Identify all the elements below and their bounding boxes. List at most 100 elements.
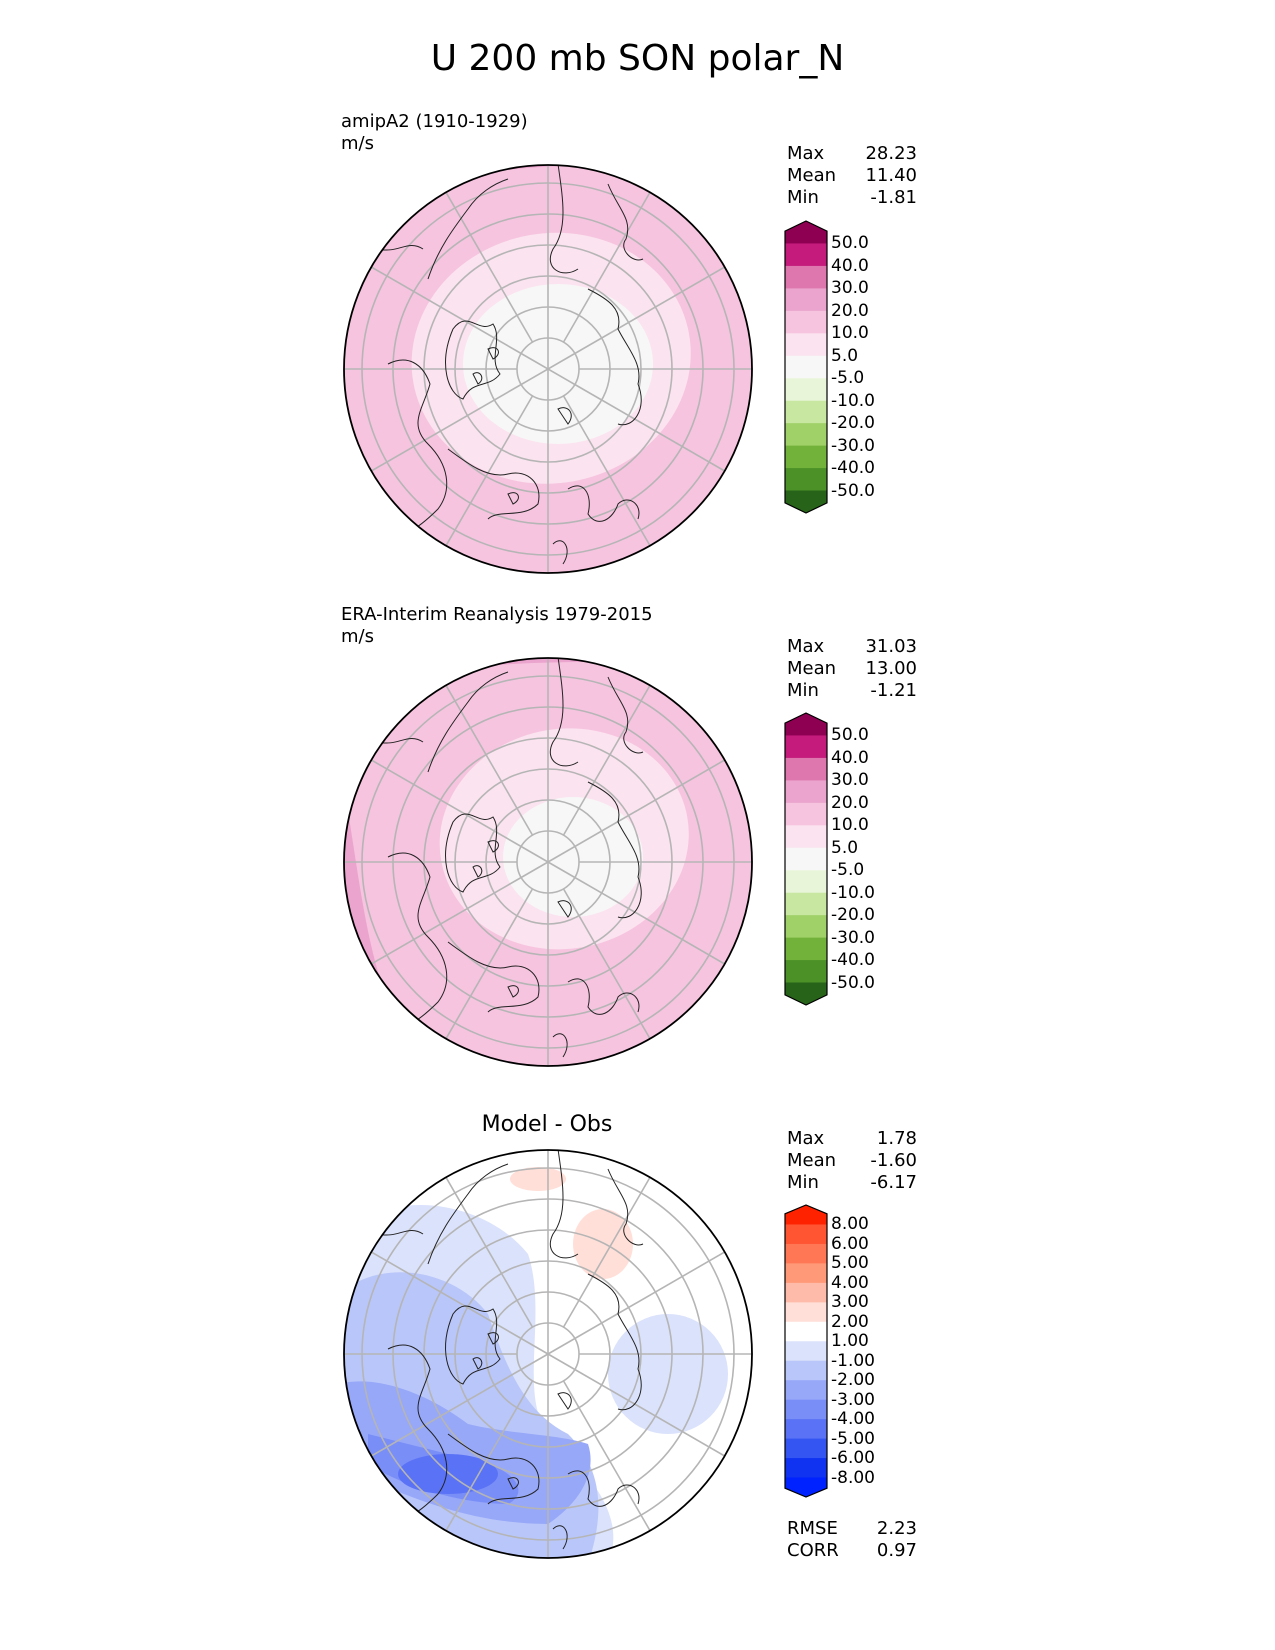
panel-1-stats: Max 28.23 Mean 11.40 Min -1.81 [787, 143, 917, 209]
stat-row: RMSE 2.23 [787, 1518, 917, 1540]
stat-name: CORR [787, 1540, 839, 1561]
coastline [557, 407, 572, 425]
colorbar-cell [785, 490, 827, 513]
stat-row: CORR 0.97 [787, 1540, 917, 1562]
stat-row: Max 31.03 [787, 636, 917, 658]
stat-value: -1.21 [870, 680, 917, 701]
coastline [377, 359, 448, 536]
colorbar-tick-label: -5.0 [831, 368, 865, 389]
panel-3-title: Model - Obs [481, 1112, 613, 1137]
stat-name: Mean [787, 165, 837, 186]
colorbar-tick-label: -5.00 [831, 1428, 875, 1449]
coastline [487, 840, 499, 853]
colorbar-tick-label: -40.0 [831, 458, 875, 479]
colorbar-tick-label: -50.0 [831, 480, 875, 501]
coastline [567, 978, 640, 1015]
colorbar-cell [785, 468, 827, 492]
coastline [552, 540, 568, 565]
meridian-line [562, 395, 664, 569]
stat-value: 1.78 [876, 1128, 917, 1149]
colorbar-tick-label: 40.0 [831, 747, 869, 768]
coastline [487, 1332, 499, 1345]
stat-row: Min -1.81 [787, 187, 917, 209]
colorbar-cell [785, 713, 827, 736]
meridian-line [574, 1368, 748, 1470]
contour-fill [503, 797, 643, 917]
panel-2-units: m/s [341, 626, 374, 647]
coastline [550, 165, 579, 274]
coastline [472, 865, 483, 878]
meridian-line [562, 888, 664, 1062]
colorbar-tick-label: 20.0 [831, 300, 869, 321]
coastline [552, 1525, 568, 1550]
stat-value: 11.40 [865, 165, 917, 186]
coastline [447, 448, 540, 520]
colorbar-outline [784, 220, 828, 514]
stat-value: -1.81 [870, 187, 917, 208]
colorbar-tick-label: 2.00 [831, 1311, 869, 1332]
polar-map-model [343, 164, 753, 574]
colorbar-tick-label: -20.0 [831, 905, 875, 926]
colorbar-cell [785, 1458, 827, 1479]
map-boundary [343, 1149, 753, 1559]
colorbar-tick-label: 30.0 [831, 770, 869, 791]
colorbar-obs [784, 712, 828, 1006]
stat-row: Max 28.23 [787, 143, 917, 165]
panel-3-stats: Max 1.78 Mean -1.60 Min -6.17 [787, 1128, 917, 1194]
coastline [607, 676, 644, 754]
coastline [557, 900, 572, 918]
graticule [344, 165, 752, 573]
panel-1-units: m/s [341, 133, 374, 154]
colorbar-cell [785, 960, 827, 984]
colorbar-cell [785, 825, 827, 849]
meridian-line [432, 169, 534, 343]
colorbar-tick-label: -40.0 [831, 950, 875, 971]
colorbar-cell [785, 265, 827, 289]
coastline [557, 1392, 572, 1410]
colorbar-tick-label: 50.0 [831, 725, 869, 746]
coastline [587, 1273, 642, 1411]
stat-row: Mean 11.40 [787, 165, 917, 187]
coastline [447, 941, 540, 1013]
meridian-line [348, 1238, 522, 1340]
meridian-line [574, 253, 748, 355]
meridian-line [520, 845, 576, 879]
colorbar-cell [785, 1360, 827, 1381]
colorbar-cell [785, 757, 827, 781]
contour-fill [510, 1167, 566, 1191]
colorbar-cell [785, 1341, 827, 1362]
meridian-line [562, 662, 664, 836]
meridian-line [432, 395, 534, 569]
meridian-line [520, 1337, 576, 1371]
colorbar-tick-label: -20.0 [831, 413, 875, 434]
graticule [344, 1150, 752, 1558]
colorbar-cell [785, 1419, 827, 1440]
meridian-line [348, 876, 522, 978]
coastline [507, 492, 519, 505]
coastline [487, 347, 499, 360]
meridian-line [574, 746, 748, 848]
colorbar-tick-label: -10.0 [831, 882, 875, 903]
colorbar-tick-label: -10.0 [831, 390, 875, 411]
polar-map-obs [343, 657, 753, 1067]
colorbar-cell [785, 243, 827, 267]
colorbar-cell [785, 423, 827, 447]
colorbar-tick-label: -30.0 [831, 927, 875, 948]
colorbar-tick-label: 4.00 [831, 1272, 869, 1293]
colorbar-cell [785, 1243, 827, 1264]
colorbar-cell [785, 1282, 827, 1303]
coastline [427, 178, 509, 280]
coastlines [377, 165, 644, 565]
colorbar-cell [785, 802, 827, 826]
colorbar-tick-label: -6.00 [831, 1448, 875, 1469]
stat-row: Mean -1.60 [787, 1150, 917, 1172]
colorbar-cell [785, 1477, 827, 1497]
coastline [507, 985, 519, 998]
meridian-line [562, 1154, 664, 1328]
meridian-line [562, 169, 664, 343]
meridian-line [574, 876, 748, 978]
panel-3-error-stats: RMSE 2.23 CORR 0.97 [787, 1518, 917, 1562]
meridian-line [348, 746, 522, 848]
stat-value: -1.60 [870, 1150, 917, 1171]
colorbar-cell [785, 1205, 827, 1225]
